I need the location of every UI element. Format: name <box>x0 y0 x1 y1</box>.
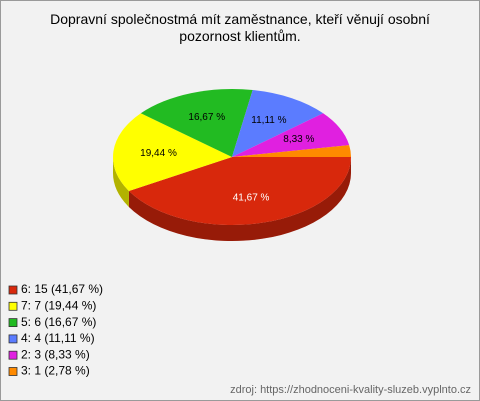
slice-label: 16,67 % <box>188 112 225 123</box>
legend-swatch <box>8 367 18 376</box>
legend-swatch <box>8 334 18 344</box>
legend-label: 3: 1 (2,78 %) <box>21 364 90 378</box>
slice-side-shade <box>113 157 129 207</box>
slice-label: 19,44 % <box>140 148 177 159</box>
slice <box>232 90 324 157</box>
slice <box>112 113 232 191</box>
legend-swatch <box>8 285 18 295</box>
slice <box>140 89 253 157</box>
slice-side <box>113 157 129 207</box>
slice-side-shade <box>128 157 351 242</box>
slice-side <box>128 157 351 242</box>
source: zdroj: https://zhodnoceni-kvality-sluzeb… <box>230 384 471 396</box>
slice-label: 11,11 % <box>251 115 286 126</box>
legend-label: 7: 7 (19,44 %) <box>21 298 96 312</box>
legend-swatch <box>8 350 18 360</box>
slice <box>232 113 350 157</box>
slice <box>232 145 351 157</box>
slice-label: 41,67 % <box>233 192 270 203</box>
legend-swatch <box>8 301 18 311</box>
chart-title: Dopravní společnostmá mít zaměstnance, k… <box>50 11 430 44</box>
legend-label: 4: 4 (11,11 %) <box>21 331 95 345</box>
legend-label: 2: 3 (8,33 %) <box>21 347 90 361</box>
legend-swatch <box>8 318 18 328</box>
legend-label: 5: 6 (16,67 %) <box>21 315 96 329</box>
slice-label: 8,33 % <box>283 134 314 145</box>
legend-label: 6: 15 (41,67 %) <box>21 282 103 296</box>
slice <box>128 157 351 225</box>
